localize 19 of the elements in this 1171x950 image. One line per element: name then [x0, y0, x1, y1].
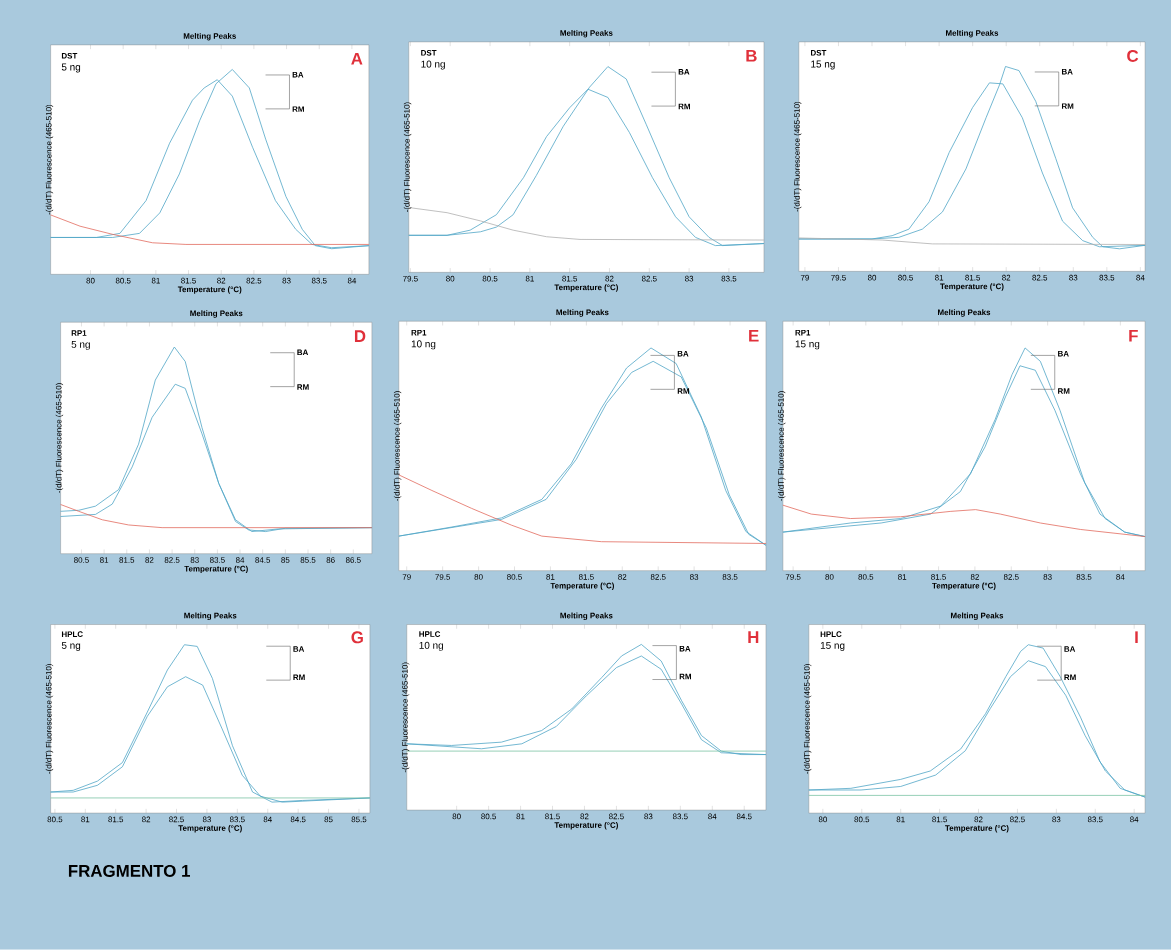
text: FRAGMENTO 1 [68, 865, 190, 878]
annotation: 15 ng [811, 60, 835, 70]
text: G [351, 631, 363, 644]
annotation: 10 ng [421, 60, 445, 70]
annotation: 10 ng [411, 340, 436, 350]
text: C [1127, 50, 1139, 63]
annotation: 15 ng [795, 340, 820, 350]
text: F [1129, 330, 1138, 342]
annotation: 15 ng [820, 642, 845, 652]
annotation: 5 ng [61, 63, 81, 73]
annotation: 10 ng [419, 641, 444, 651]
text: H [748, 631, 759, 644]
annotation: 5 ng [71, 341, 90, 350]
text: I [1135, 631, 1138, 644]
text: B [746, 50, 757, 62]
text: E [749, 330, 759, 342]
annotation: 5 ng [61, 642, 81, 652]
text: D [354, 330, 366, 343]
text: A [351, 53, 363, 65]
